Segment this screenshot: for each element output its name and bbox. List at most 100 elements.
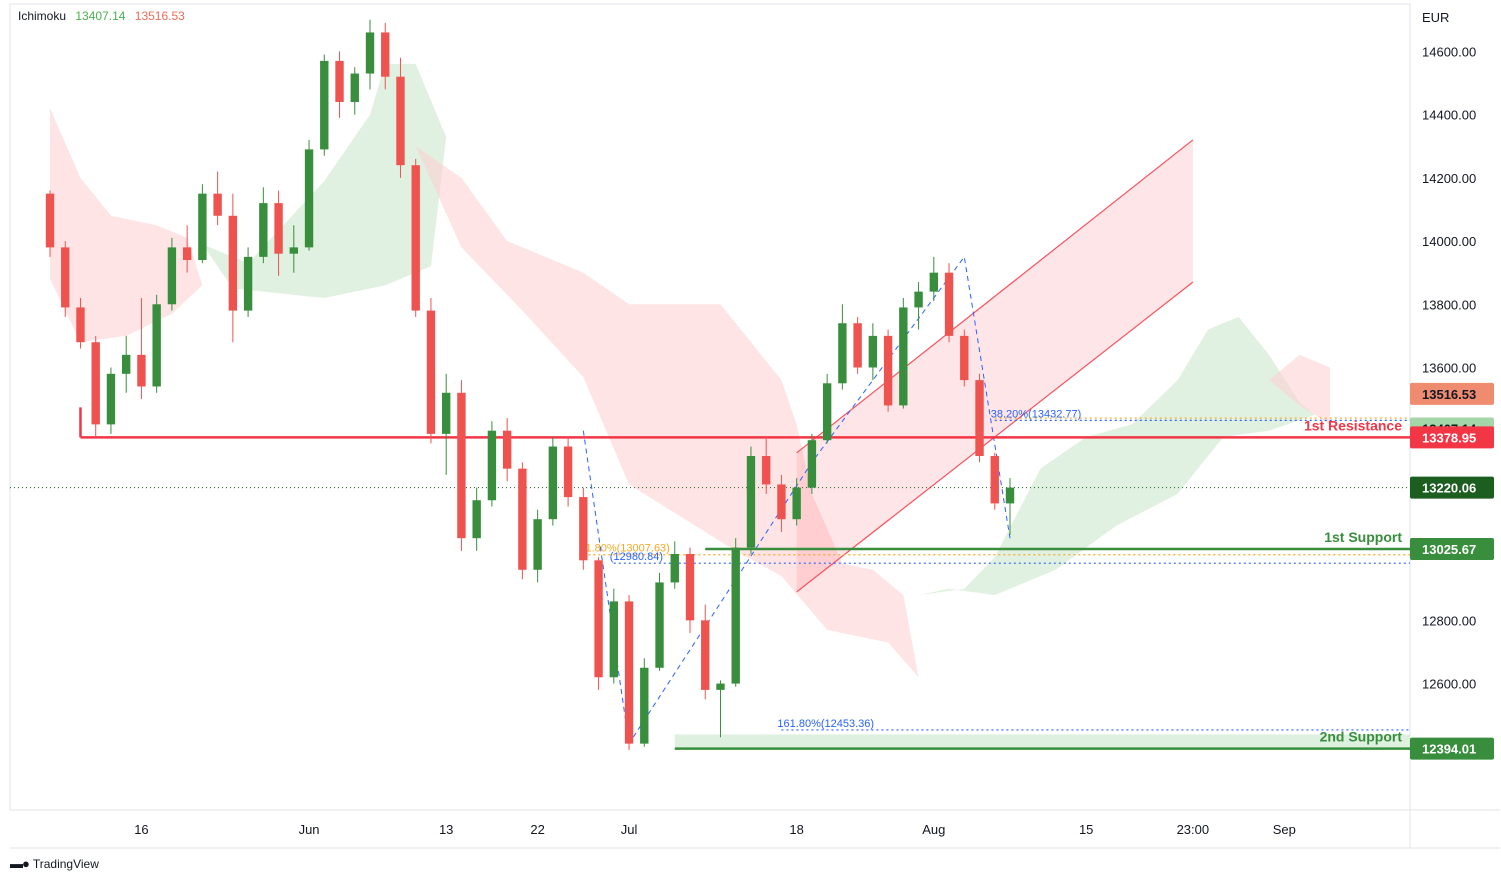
candle-body — [609, 601, 618, 678]
candle-body — [579, 497, 588, 561]
candle-40 — [655, 572, 664, 671]
candle-10 — [198, 184, 207, 264]
price-tag-2: 13378.95 — [1410, 426, 1494, 449]
candle-body — [685, 553, 695, 621]
x-tick-7: 15 — [1079, 822, 1093, 837]
candle-body — [182, 247, 192, 261]
candle-30 — [502, 418, 512, 482]
x-tick-4: Jul — [621, 822, 638, 837]
cloud-bear-4 — [1269, 354, 1330, 425]
y-tick-0: 14600.00 — [1422, 44, 1476, 59]
candle-27 — [457, 380, 466, 551]
candle-body — [243, 256, 253, 311]
candle-45 — [731, 538, 740, 687]
candle-34 — [563, 437, 573, 507]
x-tick-3: 22 — [530, 822, 544, 837]
candle-37 — [609, 588, 618, 684]
price-tag-label: 13025.67 — [1422, 542, 1476, 557]
candle-body — [914, 291, 923, 308]
candle-body — [670, 553, 679, 583]
candle-body — [716, 683, 725, 690]
candle-55 — [883, 329, 893, 412]
candle-body — [152, 304, 161, 387]
tradingview-logo-icon: ▬● — [10, 856, 30, 871]
cloud-bear-2 — [415, 146, 919, 678]
candle-0 — [45, 190, 55, 257]
candle-38 — [624, 595, 634, 750]
price-tag-label: 13220.06 — [1422, 481, 1476, 496]
candle-body — [228, 215, 238, 311]
x-tick-1: Jun — [299, 822, 320, 837]
legend-value-b: 13516.53 — [134, 9, 185, 23]
candle-body — [655, 582, 664, 668]
x-tick-0: 16 — [134, 822, 148, 837]
level-label-0: 1st Resistance — [1304, 417, 1402, 433]
cloud-bear-0 — [50, 108, 203, 343]
candle-57 — [914, 282, 923, 330]
candle-body — [472, 500, 481, 539]
candle-61 — [975, 373, 984, 463]
candle-body — [944, 272, 954, 336]
candle-body — [731, 547, 740, 684]
candle-19 — [335, 51, 344, 118]
candle-body — [45, 193, 55, 248]
y-tick-6: 12800.00 — [1422, 613, 1476, 628]
fib-label-2: 61.80%(13007.63) — [579, 543, 670, 555]
candle-41 — [670, 541, 679, 589]
candle-body — [487, 430, 497, 501]
candle-17 — [304, 139, 314, 251]
candle-body — [76, 307, 85, 343]
candle-12 — [228, 193, 238, 343]
candle-body — [198, 193, 207, 261]
brand-label: TradingView — [32, 856, 99, 871]
candle-body — [838, 323, 847, 384]
candle-body — [777, 484, 786, 520]
candle-53 — [853, 316, 862, 374]
support-zone — [674, 734, 1410, 749]
candle-body — [563, 446, 573, 498]
price-tag-bg — [1410, 538, 1494, 561]
candle-39 — [640, 658, 649, 747]
candle-63 — [1005, 478, 1015, 536]
indicator-legend: Ichimoku 13407.14 13516.53 — [18, 9, 191, 23]
candle-50 — [807, 433, 817, 494]
candle-body — [899, 307, 908, 406]
candle-14 — [259, 187, 268, 264]
candle-body — [122, 354, 131, 374]
candle-body — [1005, 487, 1015, 504]
time-axis: 16 Jun 13 22 Jul 18 Aug 15 23:00 Sep — [134, 822, 1296, 837]
candle-body — [594, 560, 603, 678]
candle-body — [807, 440, 817, 488]
candle-body — [411, 165, 420, 311]
candle-33 — [548, 437, 558, 526]
candle-body — [304, 149, 314, 248]
y-tick-3: 14000.00 — [1422, 234, 1476, 249]
candle-body — [548, 446, 558, 520]
channel-upper-line — [796, 139, 1194, 454]
candle-58 — [929, 256, 938, 302]
legend-indicator-name: Ichimoku — [18, 9, 67, 23]
candle-body — [929, 272, 938, 292]
candle-body — [640, 667, 649, 744]
candle-25 — [426, 297, 436, 444]
price-axis: EUR 14600.00 14400.00 14200.00 14000.00 13800… — [1410, 10, 1494, 760]
ascending-channel-fill — [796, 139, 1193, 592]
candle-13 — [243, 247, 253, 317]
candle-body — [320, 60, 329, 150]
candle-body — [350, 73, 359, 102]
candle-2 — [76, 297, 85, 349]
candle-body — [61, 247, 70, 308]
price-tag-4: 13025.67 — [1410, 538, 1494, 561]
legend-value-a: 13407.14 — [75, 9, 126, 23]
price-tag-label: 13516.53 — [1422, 387, 1476, 402]
candle-body — [442, 392, 451, 434]
candle-36 — [594, 557, 603, 690]
candle-body — [259, 203, 268, 257]
level-label-1: 1st Support — [1324, 529, 1402, 545]
tradingview-brand[interactable]: ▬● TradingView — [10, 856, 99, 871]
candle-body — [426, 310, 436, 434]
price-tag-3: 13220.06 — [1410, 476, 1494, 499]
candle-body — [396, 76, 405, 166]
